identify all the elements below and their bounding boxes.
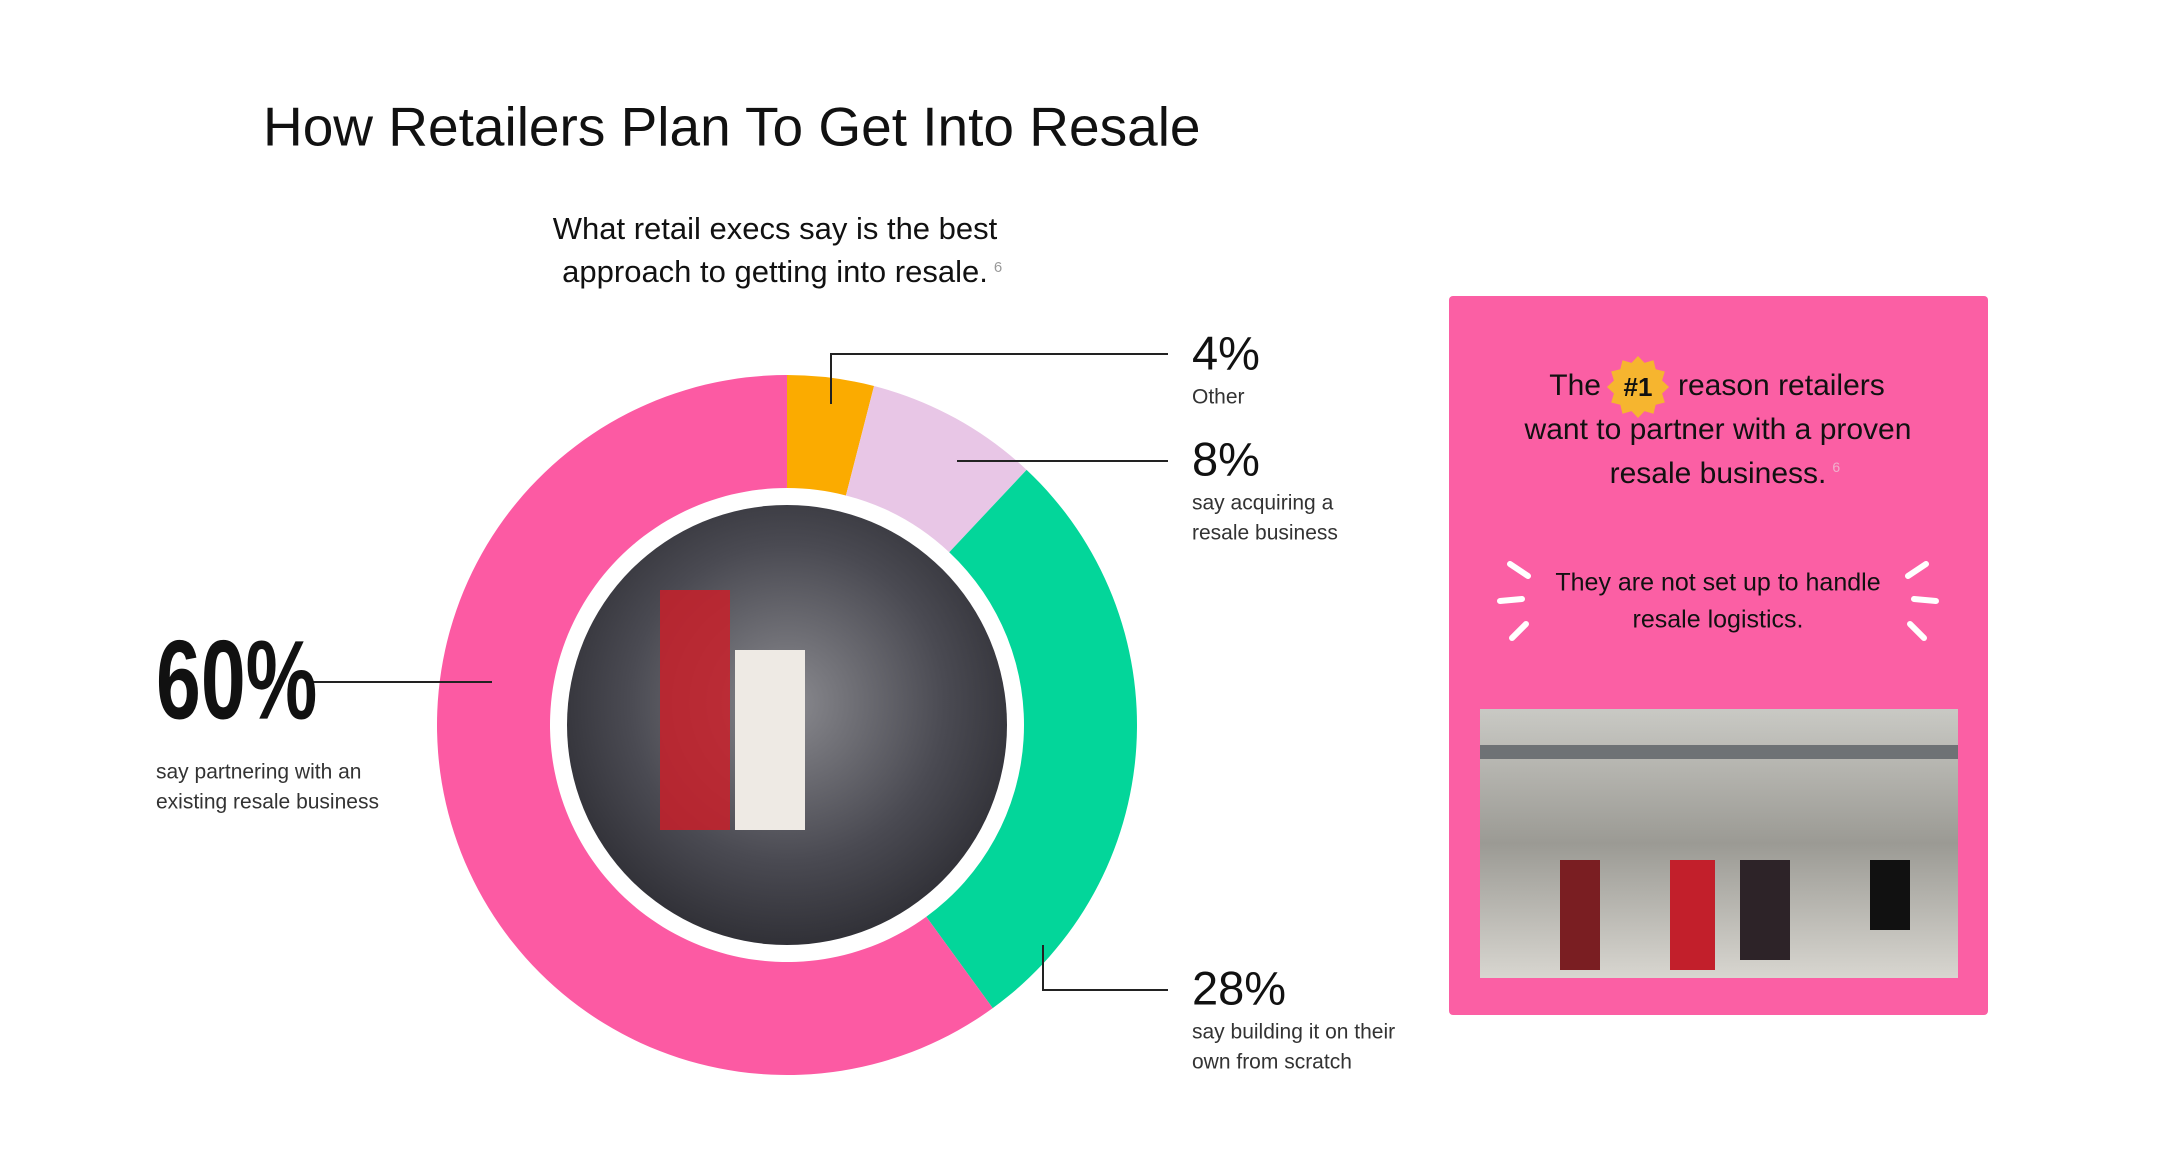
- photo-detail: [1870, 860, 1910, 930]
- dash: [1509, 621, 1529, 641]
- chart-title: How Retailers Plan To Get Into Resale: [263, 96, 1201, 158]
- leader-line: [1042, 945, 1168, 991]
- heading-text: want to partner with a proven: [1524, 413, 1912, 446]
- subtitle: What retail execs say is the best approac…: [553, 211, 1002, 289]
- leader-line: [830, 353, 1168, 404]
- heading-text: The: [1549, 369, 1601, 402]
- value-label: 8%: [1192, 432, 1260, 485]
- category-label: own from scratch: [1192, 1051, 1352, 1074]
- dash: [1497, 596, 1525, 604]
- donut-slice: [926, 469, 1137, 1009]
- dash: [1911, 596, 1939, 604]
- quote-text: resale logistics.: [1633, 606, 1804, 634]
- callout-text: The #1 reason retailers want to partner wit…: [1524, 369, 1912, 634]
- photo-detail: [735, 650, 805, 830]
- photo-detail: [1480, 745, 1958, 759]
- labels: 4% Other 8% say acquiring a resale business 2…: [156, 326, 1395, 1073]
- badge-text: #1: [1624, 372, 1653, 402]
- category-label: resale business: [1192, 522, 1338, 545]
- badge-star: [1607, 356, 1669, 418]
- subtitle-line: What retail execs say is the best: [553, 211, 998, 246]
- photo-detail: [1740, 860, 1790, 960]
- center-photo: [567, 505, 1007, 945]
- donut: [436, 375, 1137, 1075]
- quote-text: They are not set up to handle: [1555, 569, 1880, 597]
- value-label: 60%: [156, 618, 317, 743]
- category-label: say partnering with an: [156, 761, 361, 784]
- category-label: say acquiring a: [1192, 492, 1334, 515]
- decoration: [1497, 561, 1939, 641]
- callout-panel: [1449, 296, 1988, 1015]
- dash: [1507, 561, 1531, 579]
- category-label: existing resale business: [156, 791, 379, 814]
- footnote: 6: [994, 259, 1002, 276]
- category-label: say building it on their: [1192, 1021, 1395, 1044]
- donut-slice: [787, 375, 875, 496]
- photo-detail: [1670, 860, 1715, 970]
- photo-detail: [1560, 860, 1600, 970]
- donut-slice: [436, 375, 993, 1075]
- category-label: Other: [1192, 386, 1245, 409]
- subtitle-line: approach to getting into resale.: [562, 254, 988, 289]
- value-label: 4%: [1192, 326, 1260, 379]
- footnote: 6: [1832, 459, 1840, 475]
- donut-slice: [845, 385, 1027, 553]
- dash: [1905, 561, 1929, 579]
- heading-text: resale business.: [1610, 457, 1827, 490]
- heading-text: reason retailers: [1678, 369, 1885, 402]
- photo-detail: [660, 590, 730, 830]
- value-label: 28%: [1192, 961, 1286, 1014]
- dash: [1907, 621, 1927, 641]
